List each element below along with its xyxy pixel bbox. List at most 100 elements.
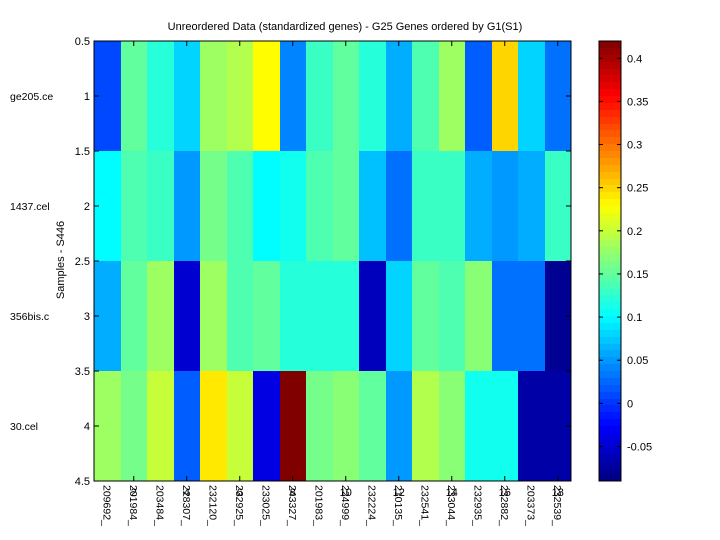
colorbar-tick-label: 0.2 (627, 226, 642, 238)
y-tick-label: 4.5 (75, 476, 90, 488)
colorbar-segment (599, 206, 621, 213)
y-tick-label: 1 (84, 91, 90, 103)
colorbar-segment (599, 392, 621, 399)
heatmap-cell (200, 151, 227, 261)
column-label: 203373_ (524, 485, 536, 526)
heatmap-cell (227, 41, 253, 151)
colorbar-segment (599, 309, 621, 316)
colorbar-segment (599, 158, 621, 165)
colorbar-segment (599, 378, 621, 385)
colorbar-ticks: -0.05 0 0.05 0.1 0.15 0.2 0.25 0.3 0.35 0.4 (599, 53, 652, 453)
heatmap-cells (94, 41, 571, 481)
column-label: 232925_ (233, 485, 245, 526)
colorbar-segment (599, 467, 621, 474)
colorbar-segment (599, 55, 621, 62)
heatmap-cell (280, 151, 306, 261)
colorbar-segment (599, 75, 621, 82)
heatmap-cell (333, 261, 359, 371)
heatmap-cell (147, 41, 174, 151)
heatmap-cell (121, 151, 147, 261)
x-tick-label: 12 (393, 487, 405, 499)
colorbar-segment (599, 82, 621, 89)
row-label: ge205.ce (10, 91, 53, 103)
heatmap-cell (280, 371, 306, 481)
x-tick-label: 18 (552, 487, 564, 499)
heatmap-cell (492, 41, 518, 151)
colorbar-segment (599, 412, 621, 419)
colorbar-segment (599, 96, 621, 103)
heatmap-cell (412, 151, 439, 261)
y-tick-label: 2 (84, 201, 90, 213)
column-labels: 209692_ 201984_ 203484_ 228307_ 232120_ 23292… (100, 485, 563, 526)
heatmap-cell (518, 261, 545, 371)
heatmap-cell (386, 151, 412, 261)
y-tick-label: 0.5 (75, 36, 90, 48)
heatmap-cell (359, 371, 386, 481)
heatmap-cell (200, 41, 227, 151)
colorbar-segment (599, 295, 621, 302)
colorbar-tick-label: 0 (627, 398, 633, 410)
colorbar-segment (599, 220, 621, 227)
heatmap-cell (306, 151, 333, 261)
heatmap-cell (227, 261, 253, 371)
column-label: 232541_ (418, 485, 430, 526)
column-label: 233044_ (445, 485, 457, 526)
heatmap-cell (465, 261, 492, 371)
colorbar-segment (599, 261, 621, 268)
colorbar-segment (599, 330, 621, 337)
column-label: 232539_ (551, 485, 563, 526)
colorbar-segment (599, 165, 621, 172)
colorbar-segment (599, 137, 621, 144)
x-tick-label: 16 (499, 487, 511, 499)
column-label: 203484_ (153, 485, 165, 526)
heatmap-cell (147, 151, 174, 261)
colorbar-segment (599, 344, 621, 350)
colorbar-segment (599, 199, 621, 206)
colorbar-tick-label: 0.4 (627, 53, 642, 65)
colorbar-segment (599, 89, 621, 96)
colorbar-segment (599, 62, 621, 69)
colorbar-segment (599, 433, 621, 440)
heatmap-cell (386, 261, 412, 371)
colorbar-tick-label: 0.15 (627, 269, 648, 281)
colorbar-tick-label: 0.25 (627, 183, 648, 195)
colorbar-segment (599, 357, 621, 364)
column-label: 228307_ (180, 485, 192, 526)
colorbar-segment (599, 302, 621, 309)
colorbar-segment (599, 419, 621, 426)
heatmap-cell (518, 371, 545, 481)
colorbar-tick-label: 0.05 (627, 355, 648, 367)
colorbar-segment (599, 110, 621, 117)
heatmap-cell (200, 371, 227, 481)
x-tick-label: 4 (184, 487, 190, 499)
colorbar-segment (599, 474, 621, 481)
colorbar-segment (599, 130, 621, 137)
heatmap-cell (412, 41, 439, 151)
heatmap-cell (439, 371, 465, 481)
x-axis-ticks: 2 4 6 8 10 12 14 16 18 (131, 41, 564, 499)
row-label: 356bis.c (10, 311, 49, 323)
colorbar-segment (599, 440, 621, 447)
colorbar-segment (599, 447, 621, 454)
colorbar-segment (599, 172, 621, 179)
heatmap-cell (465, 151, 492, 261)
column-label: 201984_ (127, 485, 139, 526)
colorbar-segment (599, 48, 621, 55)
heatmap-cell (412, 261, 439, 371)
heatmap-cell (439, 41, 465, 151)
colorbar-segment (599, 337, 621, 344)
heatmap-cell (253, 151, 280, 261)
colorbar-segment (599, 179, 621, 185)
y-axis-ticks: 0.5 1 1.5 2 2.5 3 3.5 4 4.5 (75, 36, 571, 488)
colorbar-segment (599, 185, 621, 192)
heatmap-cell (359, 151, 386, 261)
column-label: 232882_ (498, 485, 510, 526)
heatmap-cell (147, 371, 174, 481)
heatmap-cell (386, 371, 412, 481)
chart-title: Unreordered Data (standardized genes) - … (168, 21, 523, 33)
heatmap-cell (174, 371, 200, 481)
heatmap-cell (333, 151, 359, 261)
colorbar-segment (599, 151, 621, 158)
heatmap-cell (333, 41, 359, 151)
